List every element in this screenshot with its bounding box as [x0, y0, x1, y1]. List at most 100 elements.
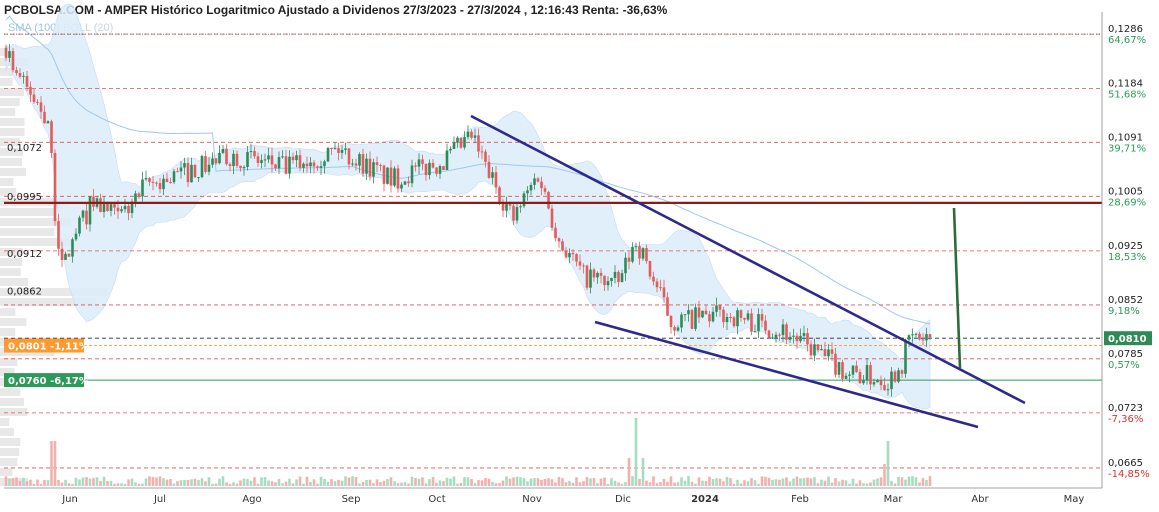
volume-bar	[697, 477, 701, 486]
volume-bar	[816, 483, 820, 486]
candle-body	[557, 238, 561, 242]
volume-bar	[634, 418, 638, 486]
volume-bar	[487, 478, 491, 486]
profile-bar	[0, 468, 13, 476]
volume-bar	[848, 483, 851, 486]
candle-body	[246, 152, 249, 167]
volume-bar	[841, 479, 844, 486]
x-tick-label: Dic	[615, 494, 631, 505]
profile-bar	[0, 88, 24, 96]
candle-body	[816, 344, 820, 351]
volume-bar	[162, 478, 165, 486]
volume-bar	[417, 478, 421, 486]
y-pct-label: -14,85%	[1108, 469, 1150, 480]
candle-body	[368, 158, 372, 177]
x-tick-label: Mar	[884, 494, 904, 505]
volume-bar	[340, 480, 344, 486]
candle-body	[669, 315, 673, 328]
candle-body	[501, 203, 505, 211]
candle-body	[634, 246, 638, 248]
volume-bar	[627, 458, 631, 486]
volume-bar	[585, 477, 589, 486]
volume-bar	[127, 479, 130, 486]
volume-bar	[179, 480, 183, 486]
candle-body	[172, 171, 176, 183]
volume-bar	[778, 479, 781, 486]
candle-body	[116, 207, 120, 212]
volume-bar	[690, 481, 694, 486]
candle-body	[648, 261, 652, 277]
candle-body	[708, 314, 711, 322]
volume-bar	[470, 479, 473, 486]
candle-body	[123, 206, 127, 210]
volume-bar	[120, 483, 123, 486]
candle-body	[372, 162, 375, 177]
profile-bar	[0, 358, 18, 366]
candle-body	[316, 166, 319, 168]
volume-bar	[771, 479, 774, 486]
volume-bar	[403, 482, 407, 486]
volume-bar	[281, 483, 284, 486]
candle-body	[645, 248, 648, 262]
candle-body	[396, 168, 400, 189]
candle-body	[32, 94, 36, 102]
profile-bar	[0, 178, 14, 186]
volume-bar	[711, 479, 715, 486]
profile-bar	[0, 48, 8, 56]
volume-bar	[368, 479, 372, 486]
candle-body	[722, 309, 725, 323]
volume-bar	[869, 482, 872, 486]
volume-bar	[750, 478, 753, 486]
volume-bar	[473, 483, 477, 486]
volume-bar	[746, 481, 750, 486]
candle-body	[463, 137, 466, 148]
volume-bar	[613, 480, 617, 486]
candle-body	[652, 276, 655, 282]
volume-bar	[85, 477, 88, 486]
volume-bar	[46, 480, 50, 486]
candle-body	[309, 162, 312, 167]
last-price-label: 0,0810	[1108, 334, 1147, 345]
target-line	[952, 207, 962, 369]
candle-body	[561, 241, 564, 251]
candle-body	[841, 362, 844, 379]
candle-body	[144, 178, 148, 180]
candle-body	[865, 365, 869, 381]
candle-body	[298, 155, 302, 168]
candle-body	[379, 165, 382, 166]
x-tick-label: Jul	[153, 494, 166, 505]
volume-bar	[372, 483, 375, 486]
volume-bar	[592, 478, 596, 486]
volume-bar	[655, 483, 659, 486]
volume-bar	[284, 481, 288, 486]
volume-bar	[67, 483, 71, 486]
x-tick-label: Nov	[522, 494, 542, 505]
candle-body	[417, 159, 421, 167]
candle-body	[302, 163, 305, 168]
candle-body	[704, 310, 708, 315]
volume-bar	[43, 479, 46, 486]
candle-body	[858, 372, 862, 384]
y-pct-label: -7,36%	[1108, 414, 1143, 425]
last-price-label-bg	[1104, 331, 1152, 346]
volume-bar	[792, 478, 795, 486]
volume-bar	[578, 482, 582, 486]
candle-body	[260, 160, 263, 163]
candle-body	[795, 335, 799, 342]
candle-body	[879, 380, 883, 386]
volume-bar	[204, 481, 207, 486]
bollinger-area	[5, 3, 931, 410]
candle-body	[305, 163, 309, 167]
volume-bar	[715, 478, 718, 486]
candle-body	[148, 178, 151, 182]
candle-body	[918, 333, 921, 340]
volume-bar	[729, 478, 732, 486]
candle-body	[764, 320, 767, 331]
candle-body	[127, 206, 130, 214]
candle-body	[88, 196, 92, 225]
candle-body	[869, 365, 872, 385]
profile-bar	[0, 268, 21, 276]
volume-bar	[95, 477, 99, 486]
candle-body	[288, 156, 291, 174]
candle-body	[494, 172, 498, 188]
